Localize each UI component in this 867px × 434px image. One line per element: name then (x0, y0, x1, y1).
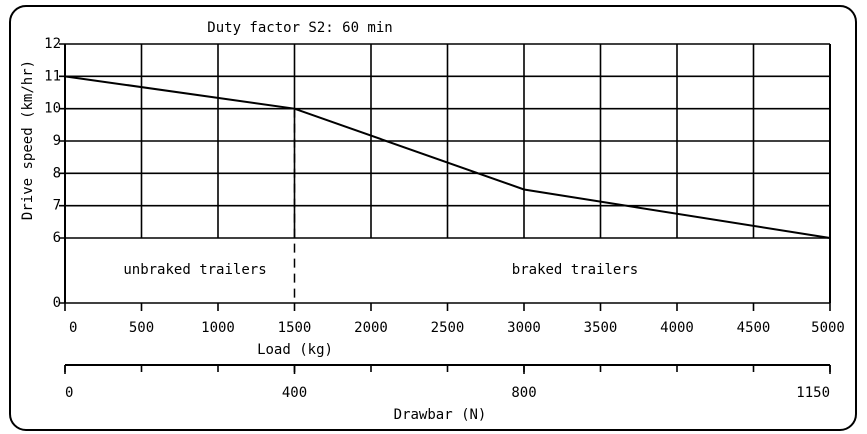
x2-tick-label: 800 (511, 385, 536, 401)
y-axis-label: Drive speed (km/hr) (20, 60, 36, 220)
y-tick-label: 6 (53, 230, 61, 246)
x2-axis-label: Drawbar (N) (394, 407, 487, 423)
x-tick-label: 5000 (811, 320, 845, 336)
x-tick-label: 2500 (431, 320, 465, 336)
y-tick-label: 12 (44, 36, 61, 52)
y-tick-label: 9 (53, 133, 61, 149)
y-tick-label: 0 (53, 295, 61, 311)
x-tick-label: 500 (129, 320, 154, 336)
x-tick-label: 3500 (584, 320, 618, 336)
x-axis-label: Load (kg) (257, 342, 333, 358)
x-tick-label: 4000 (660, 320, 694, 336)
x2-tick-label: 0 (65, 385, 73, 401)
frame (9, 5, 857, 431)
chart-title: Duty factor S2: 60 min (207, 20, 392, 36)
y-tick-label: 7 (53, 198, 61, 214)
annotation: braked trailers (512, 262, 638, 278)
x-tick-label: 3000 (507, 320, 541, 336)
x-tick-label: 4500 (737, 320, 771, 336)
y-tick-label: 8 (53, 165, 61, 181)
annotation: unbraked trailers (123, 262, 266, 278)
x2-tick-label: 1150 (796, 385, 830, 401)
data-line (64, 75, 831, 239)
x-tick-label: 2000 (354, 320, 388, 336)
y-tick-label: 11 (44, 68, 61, 84)
x-tick-label: 1500 (278, 320, 312, 336)
x-tick-label: 0 (69, 320, 77, 336)
x-tick-label: 1000 (201, 320, 235, 336)
x2-tick-label: 400 (282, 385, 307, 401)
y-tick-label: 10 (44, 101, 61, 117)
